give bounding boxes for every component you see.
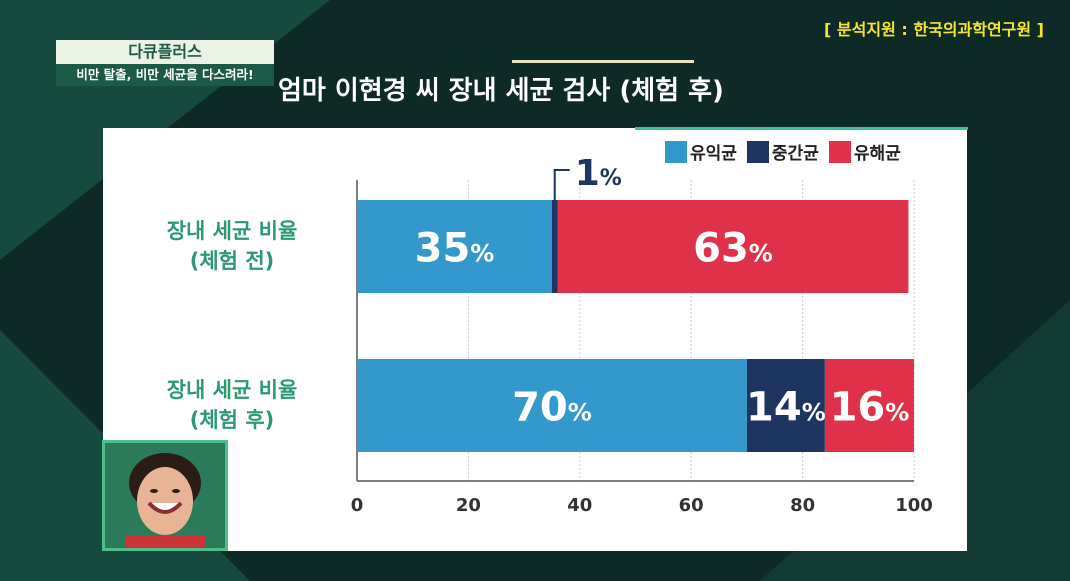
category-label-before-line1: 장내 세균 비율 (166, 219, 298, 243)
callout-line-before-intermediate (553, 169, 570, 200)
panel-accent-line (635, 127, 968, 130)
legend-label-harmful: 유해균 (853, 144, 901, 164)
x-tick-label-0: 0 (351, 495, 364, 516)
legend-item-harmful: 유해균 (828, 139, 901, 164)
data-label-unit: % (600, 166, 622, 191)
legend-item-beneficial: 유익균 (665, 139, 737, 164)
person-thumbnail-icon (105, 443, 225, 548)
analysis-source-note: [ 분석지원 : 한국의과학연구원 ] (824, 20, 1044, 39)
category-label-after-line1: 장내 세균 비율 (166, 378, 298, 402)
data-label-unit: % (802, 399, 826, 427)
data-label-unit: % (568, 399, 592, 427)
category-label-after-line2: (체험 후) (189, 408, 275, 432)
legend-swatch-intermediate (746, 140, 769, 163)
legend-item-intermediate: 중간균 (746, 139, 819, 164)
program-caption: 다큐플러스 비만 탈출, 비만 세균을 다스려라! (56, 40, 274, 86)
data-label-unit: % (749, 240, 773, 268)
data-label-unit: % (885, 399, 909, 427)
data-label-after-intermediate: 14% (746, 385, 826, 431)
legend-swatch-harmful (828, 140, 851, 163)
bar-after-beneficial (357, 359, 747, 452)
data-label-before-intermediate: 1% (575, 153, 622, 194)
title-decor-line (512, 60, 694, 63)
program-name: 다큐플러스 (56, 40, 274, 64)
category-label-before: 장내 세균 비율 (체험 전) (112, 216, 352, 276)
category-label-after: 장내 세균 비율 (체험 후) (112, 375, 352, 435)
program-subtitle: 비만 탈출, 비만 세균을 다스려라! (56, 64, 274, 86)
x-tick-label-80: 80 (790, 495, 815, 516)
bar-after-harmful (824, 359, 914, 452)
legend-label-intermediate: 중간균 (771, 144, 819, 164)
bar-before-harmful (557, 200, 909, 293)
x-tick-label-100: 100 (895, 495, 933, 516)
interviewee-photo (102, 440, 228, 551)
screen-title: 엄마 이현경 씨 장내 세균 검사 (체험 후) (278, 76, 724, 106)
legend-swatch-beneficial (665, 140, 687, 163)
x-tick-label-60: 60 (679, 495, 704, 516)
chart-legend: 유익균 중간균 유해균 (665, 139, 911, 164)
bar-before-intermediate (551, 200, 558, 293)
bar-before-beneficial (357, 200, 552, 293)
category-label-before-line2: (체험 전) (189, 249, 275, 273)
legend-label-beneficial: 유익균 (690, 144, 737, 164)
data-label-unit: % (470, 240, 494, 268)
x-tick-label-40: 40 (567, 495, 592, 516)
x-tick-label-20: 20 (456, 495, 481, 516)
bar-after-intermediate (746, 359, 825, 452)
